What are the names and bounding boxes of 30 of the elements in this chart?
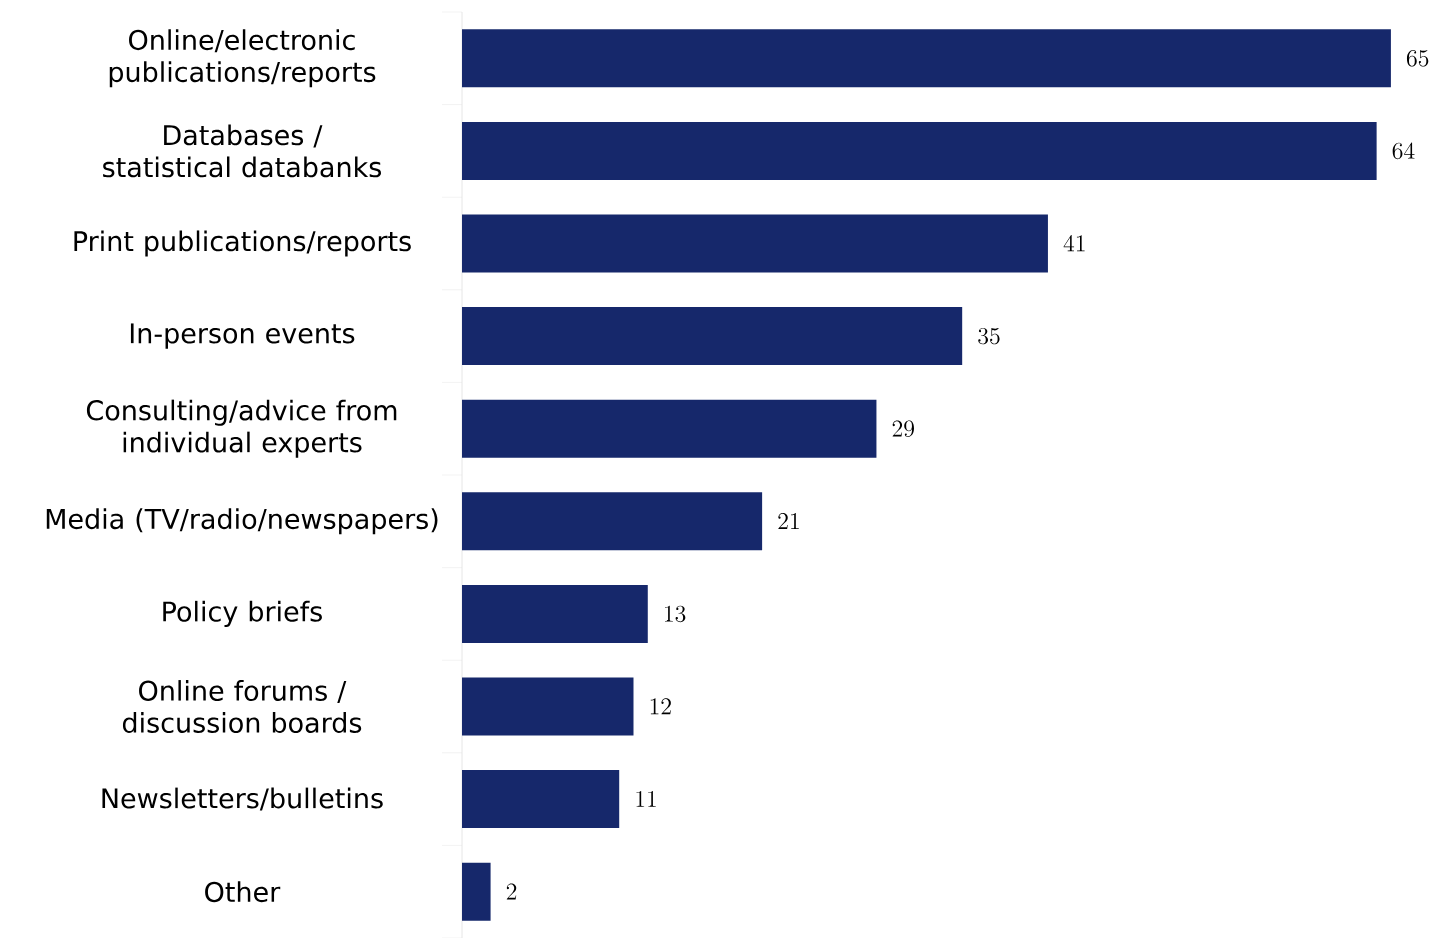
y-tick-label: In-person events: [130, 323, 355, 349]
y-tick-label: Databases / statistical databanks: [103, 124, 381, 178]
y-tick-label: Online/electronic publications/reports: [109, 29, 376, 88]
y-tick-label: Media (TV/radio/newspapers): [46, 508, 438, 535]
bar: [462, 862, 491, 921]
data-label: 64: [1392, 142, 1415, 160]
data-label: 2: [506, 883, 517, 900]
data-label: 29: [892, 420, 914, 437]
data-label: 41: [1063, 235, 1085, 252]
bar: [462, 770, 620, 829]
y-tick-label: Print publications/reports: [74, 230, 411, 257]
bar: [462, 29, 1391, 88]
y-tick-label: Newsletters/bulletins: [102, 787, 383, 811]
data-label: 11: [636, 790, 656, 807]
y-tick-label: Consulting/advice from individual experts: [86, 399, 397, 458]
bar: [462, 677, 634, 736]
data-label: 35: [978, 327, 1000, 345]
bar: [462, 307, 963, 366]
y-tick-label: Other: [205, 881, 281, 903]
bar: [462, 492, 763, 551]
data-label: 12: [650, 698, 671, 715]
data-label: 65: [1406, 50, 1429, 67]
data-label: 13: [665, 605, 686, 623]
bar: [462, 121, 1377, 180]
data-label: 21: [778, 513, 799, 530]
y-tick-label: Policy briefs: [163, 600, 322, 627]
bar: [462, 584, 648, 643]
y-tick-label: Online forums / discussion boards: [122, 680, 362, 733]
bar: [462, 214, 1048, 273]
bar: [462, 399, 877, 458]
